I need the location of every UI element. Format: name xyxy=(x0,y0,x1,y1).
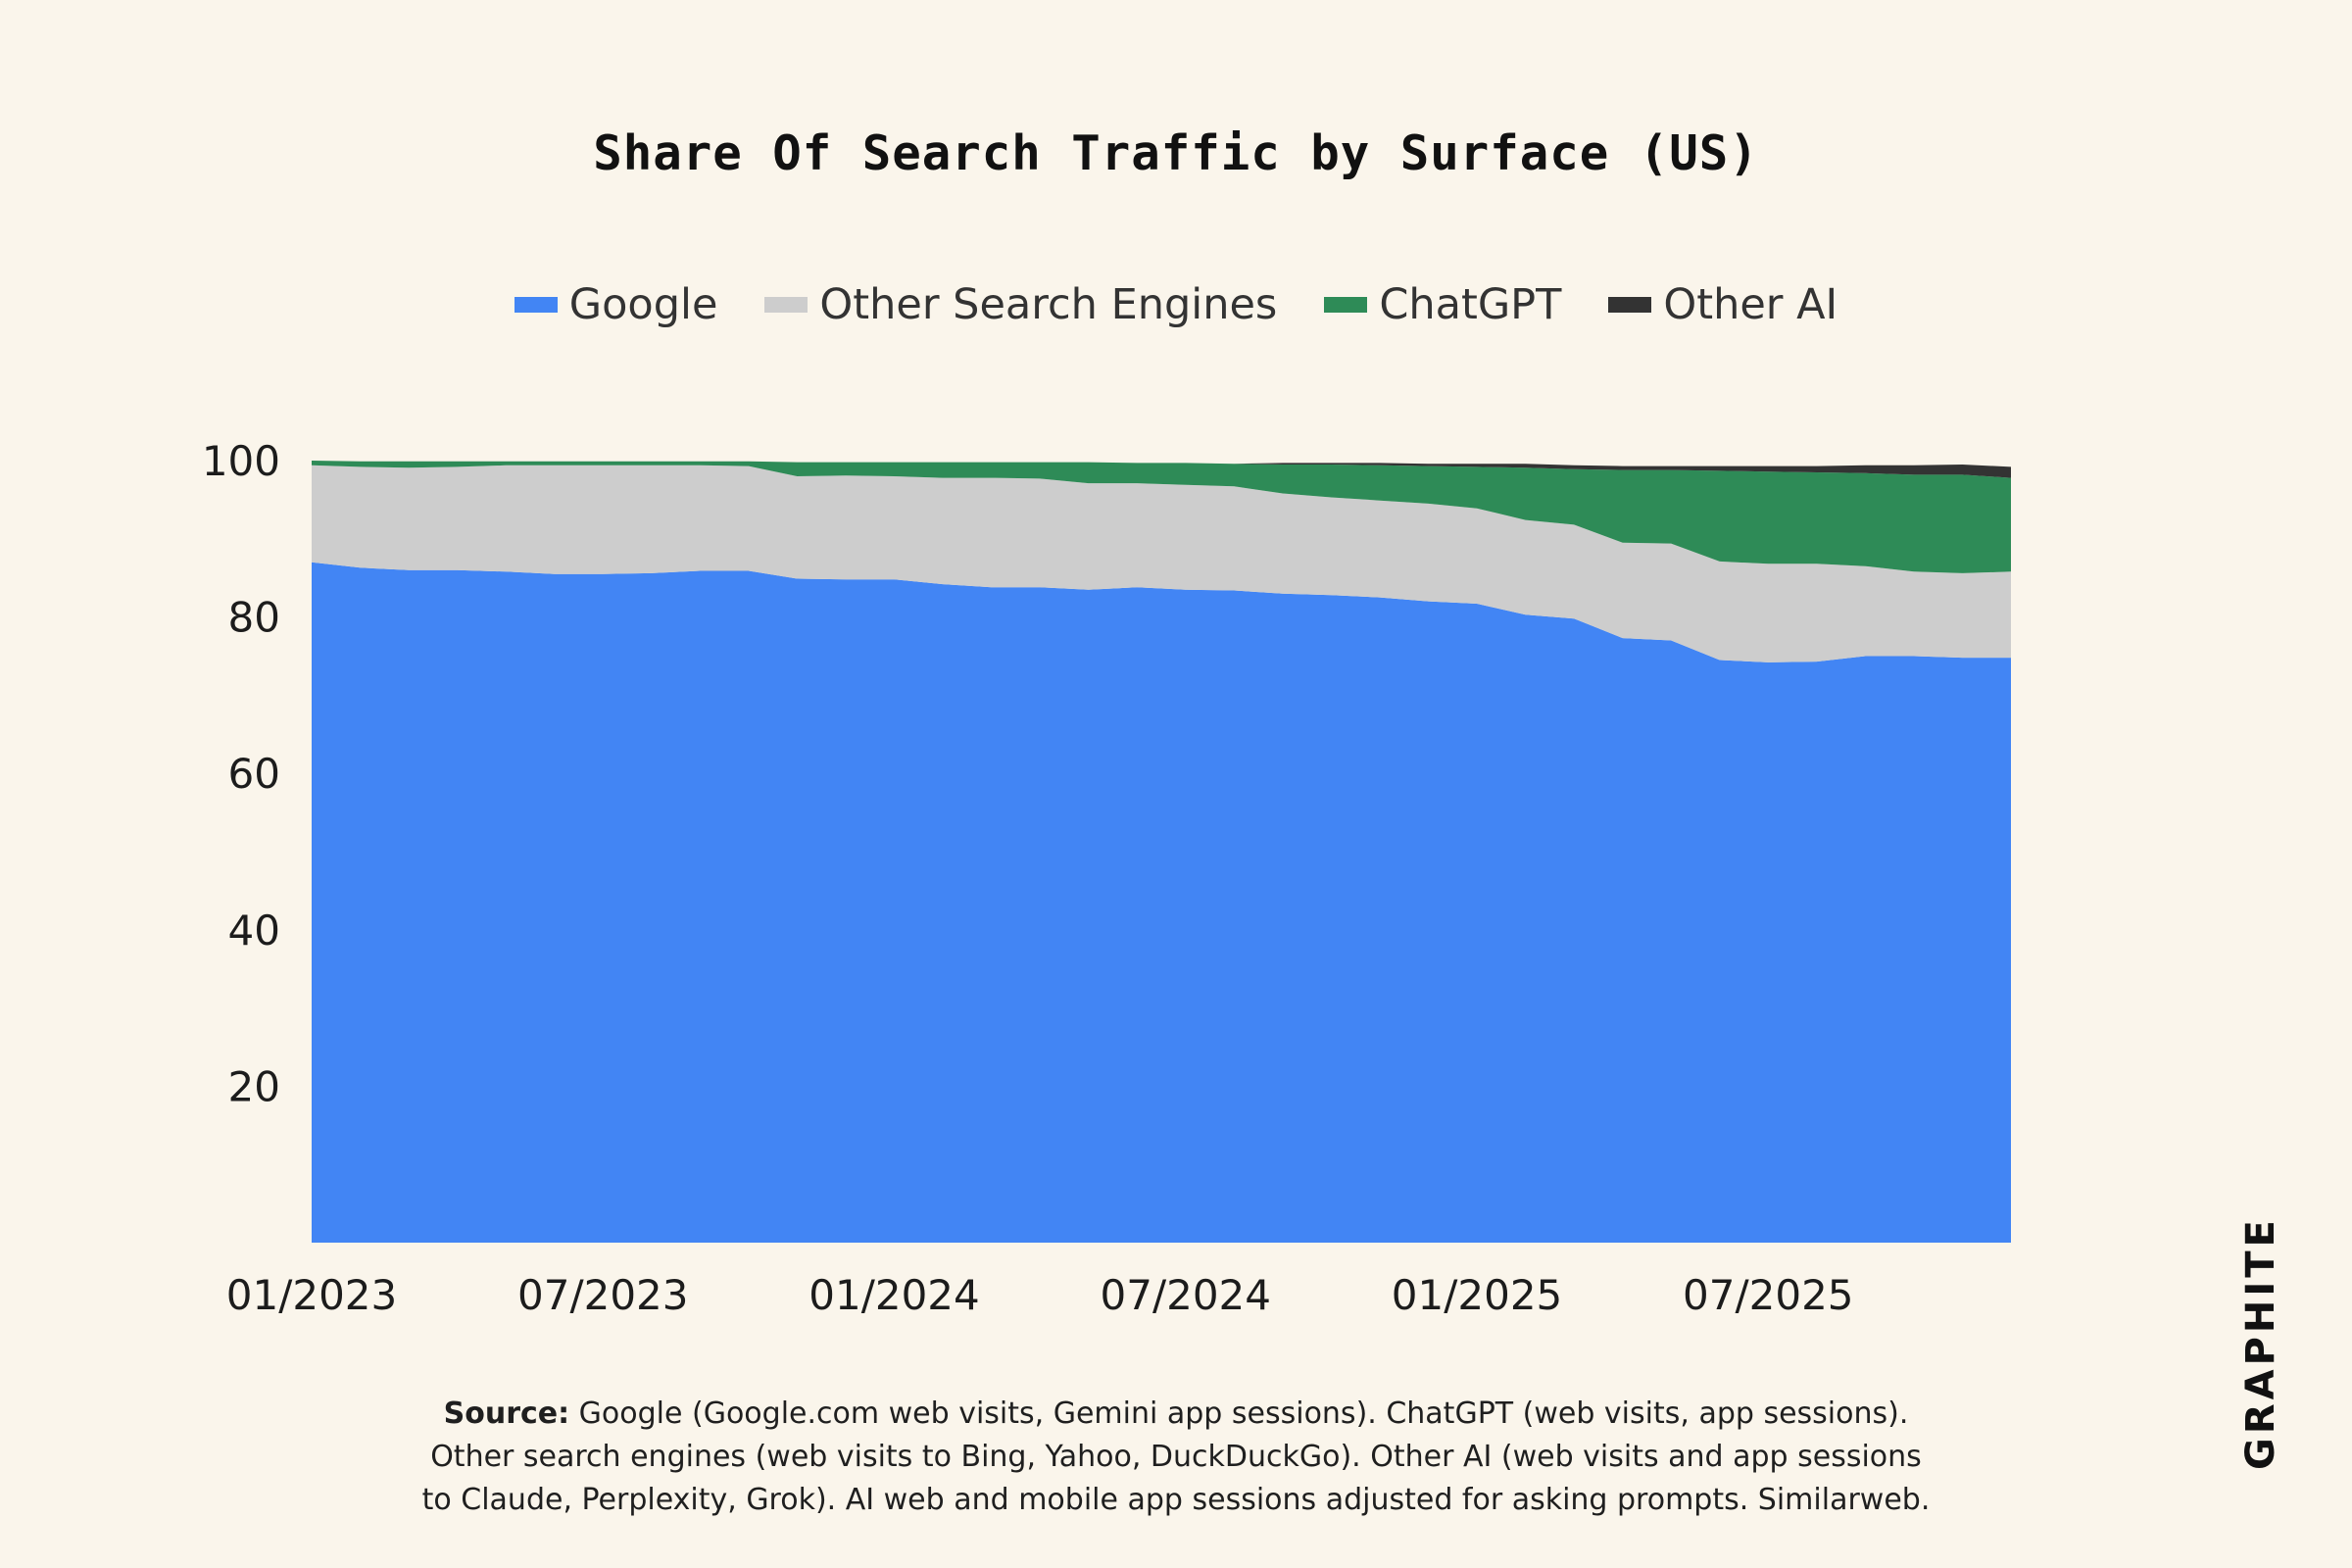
x-tick-label: 01/2023 xyxy=(226,1271,397,1319)
legend-label-other-search-engines: Other Search Engines xyxy=(819,280,1278,329)
source-line-1: Source: Google (Google.com web visits, G… xyxy=(0,1393,2352,1436)
legend-item-other-search-engines: Other Search Engines xyxy=(764,280,1277,329)
legend-item-other-ai: Other AI xyxy=(1608,280,1838,329)
legend-label-other-ai: Other AI xyxy=(1663,280,1838,329)
y-tick-label: 20 xyxy=(228,1062,280,1110)
legend-item-chatgpt: ChatGPT xyxy=(1324,280,1561,329)
area-google xyxy=(312,562,2011,1243)
x-tick-label: 01/2025 xyxy=(1392,1271,1562,1319)
x-tick-label: 01/2024 xyxy=(808,1271,979,1319)
area-other-search-engines xyxy=(312,465,2011,662)
graphite-logo-text: GRAPHITE xyxy=(2238,1216,2281,1470)
legend-swatch-chatgpt xyxy=(1324,297,1368,313)
x-tick-label: 07/2024 xyxy=(1101,1271,1271,1319)
legend-swatch-other-ai xyxy=(1608,297,1652,313)
chart-legend: Google Other Search Engines ChatGPT Othe… xyxy=(0,280,2352,329)
source-label: Source: xyxy=(443,1396,570,1431)
source-note: Source: Google (Google.com web visits, G… xyxy=(0,1393,2352,1522)
y-tick-label: 60 xyxy=(228,750,280,798)
source-text-1: Google (Google.com web visits, Gemini ap… xyxy=(578,1396,1909,1431)
x-tick-label: 07/2025 xyxy=(1683,1271,1853,1319)
legend-label-chatgpt: ChatGPT xyxy=(1379,280,1562,329)
chart-title: Share Of Search Traffic by Surface (US) xyxy=(593,125,1759,181)
y-tick-label: 40 xyxy=(228,906,280,955)
legend-item-google: Google xyxy=(514,280,718,329)
area-chatgpt xyxy=(312,461,2011,573)
y-tick-label: 100 xyxy=(202,437,280,485)
x-tick-label: 07/2023 xyxy=(517,1271,688,1319)
legend-label-google: Google xyxy=(568,280,718,329)
legend-swatch-google xyxy=(514,297,558,313)
graphite-logo: GRAPHITE xyxy=(2238,1216,2281,1470)
legend-swatch-other-search-engines xyxy=(764,297,808,313)
source-line-2: Other search engines (web visits to Bing… xyxy=(430,1440,1922,1474)
area-other-ai xyxy=(312,461,2011,478)
source-line-3: to Claude, Perplexity, Grok). AI web and… xyxy=(421,1483,1931,1517)
y-tick-label: 80 xyxy=(228,594,280,642)
